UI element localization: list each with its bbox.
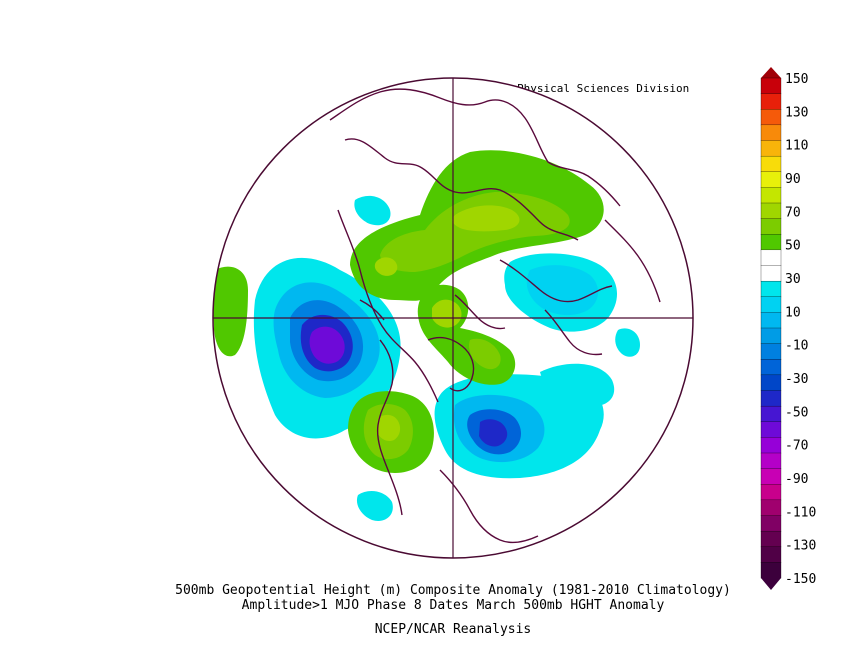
positive-anomaly-north-atlantic bbox=[213, 266, 248, 357]
colorbar-cell bbox=[760, 202, 782, 220]
colorbar-cell bbox=[760, 405, 782, 423]
colorbar-cell bbox=[760, 312, 782, 329]
colorbar-tick-label: 50 bbox=[785, 239, 801, 254]
colorbar-cell bbox=[760, 109, 782, 126]
colorbar-cell bbox=[760, 265, 782, 282]
colorbar-cell bbox=[760, 140, 782, 157]
negative-anomaly-central-asia bbox=[354, 195, 640, 521]
colorbar-tick-label: 130 bbox=[785, 105, 808, 120]
colorbar-cell bbox=[760, 374, 782, 391]
colorbar-tick-label: 90 bbox=[785, 172, 801, 187]
positive-anomaly-western-us bbox=[348, 391, 434, 473]
colorbar-tick-label: -10 bbox=[785, 339, 808, 354]
colorbar-cell bbox=[760, 171, 782, 188]
source-text: NCEP/NCAR Reanalysis bbox=[375, 622, 532, 637]
colorbar-cell bbox=[760, 280, 782, 298]
colorbar-cell bbox=[760, 468, 782, 485]
colorbar-tick-label: -70 bbox=[785, 439, 808, 454]
colorbar-tick-label: -110 bbox=[785, 505, 816, 520]
colorbar-cell bbox=[760, 562, 782, 579]
colorbar-cell bbox=[760, 499, 782, 516]
colorbar-tick-label: 110 bbox=[785, 139, 808, 154]
colorbar-tick-label: -130 bbox=[785, 539, 816, 554]
colorbar-cell bbox=[760, 390, 782, 407]
colorbar-cell bbox=[760, 155, 782, 173]
map-boundary-circle bbox=[212, 77, 694, 559]
colorbar-cell bbox=[760, 359, 782, 376]
colorbar-cell bbox=[760, 77, 782, 95]
colorbar-cell bbox=[760, 218, 782, 235]
colorbar-cell bbox=[760, 343, 782, 360]
colorbar-cell bbox=[760, 530, 782, 548]
coastlines bbox=[329, 88, 661, 544]
positive-anomaly-greenland bbox=[417, 284, 516, 385]
colorbar: 150 130 110 90 70 50 30 10 -10 -30 -50 -70 -90 -110 -1… bbox=[760, 67, 816, 590]
colorbar-tick-label: -30 bbox=[785, 372, 808, 387]
colorbar-tick-label: 70 bbox=[785, 205, 801, 220]
colorbar-tick-label: 10 bbox=[785, 305, 801, 320]
colorbar-cell bbox=[760, 124, 782, 141]
colorbar-cell bbox=[760, 452, 782, 470]
title-line-2: Amplitude>1 MJO Phase 8 Dates March 500m… bbox=[242, 598, 665, 613]
colorbar-cell bbox=[760, 546, 782, 563]
colorbar-cell bbox=[760, 421, 782, 438]
colorbar-cell bbox=[760, 234, 782, 251]
colorbar-cell bbox=[760, 437, 782, 454]
title-line-1: 500mb Geopotential Height (m) Composite … bbox=[175, 583, 731, 598]
colorbar-tick-label: -90 bbox=[785, 472, 808, 487]
colorbar-cell bbox=[760, 327, 782, 345]
negative-anomaly-eastern-canada bbox=[434, 363, 615, 479]
colorbar-bottom-arrow bbox=[761, 578, 781, 590]
colorbar-cell bbox=[760, 484, 782, 501]
colorbar-cell bbox=[760, 249, 782, 266]
colorbar-top-arrow bbox=[761, 67, 781, 78]
positive-anomaly-eurasia bbox=[350, 150, 604, 301]
colorbar-tick-label: 30 bbox=[785, 272, 801, 287]
polar-map bbox=[213, 78, 693, 558]
colorbar-cell bbox=[760, 515, 782, 532]
negative-anomaly-north-pacific bbox=[253, 257, 401, 439]
colorbar-tick-label: -50 bbox=[785, 405, 808, 420]
colorbar-cell bbox=[760, 187, 782, 204]
colorbar-cell bbox=[760, 296, 782, 313]
colorbar-tick-label: 150 bbox=[785, 72, 808, 87]
colorbar-cell bbox=[760, 93, 782, 110]
colorbar-tick-label: -150 bbox=[785, 572, 816, 587]
graticule-lines bbox=[213, 78, 693, 558]
